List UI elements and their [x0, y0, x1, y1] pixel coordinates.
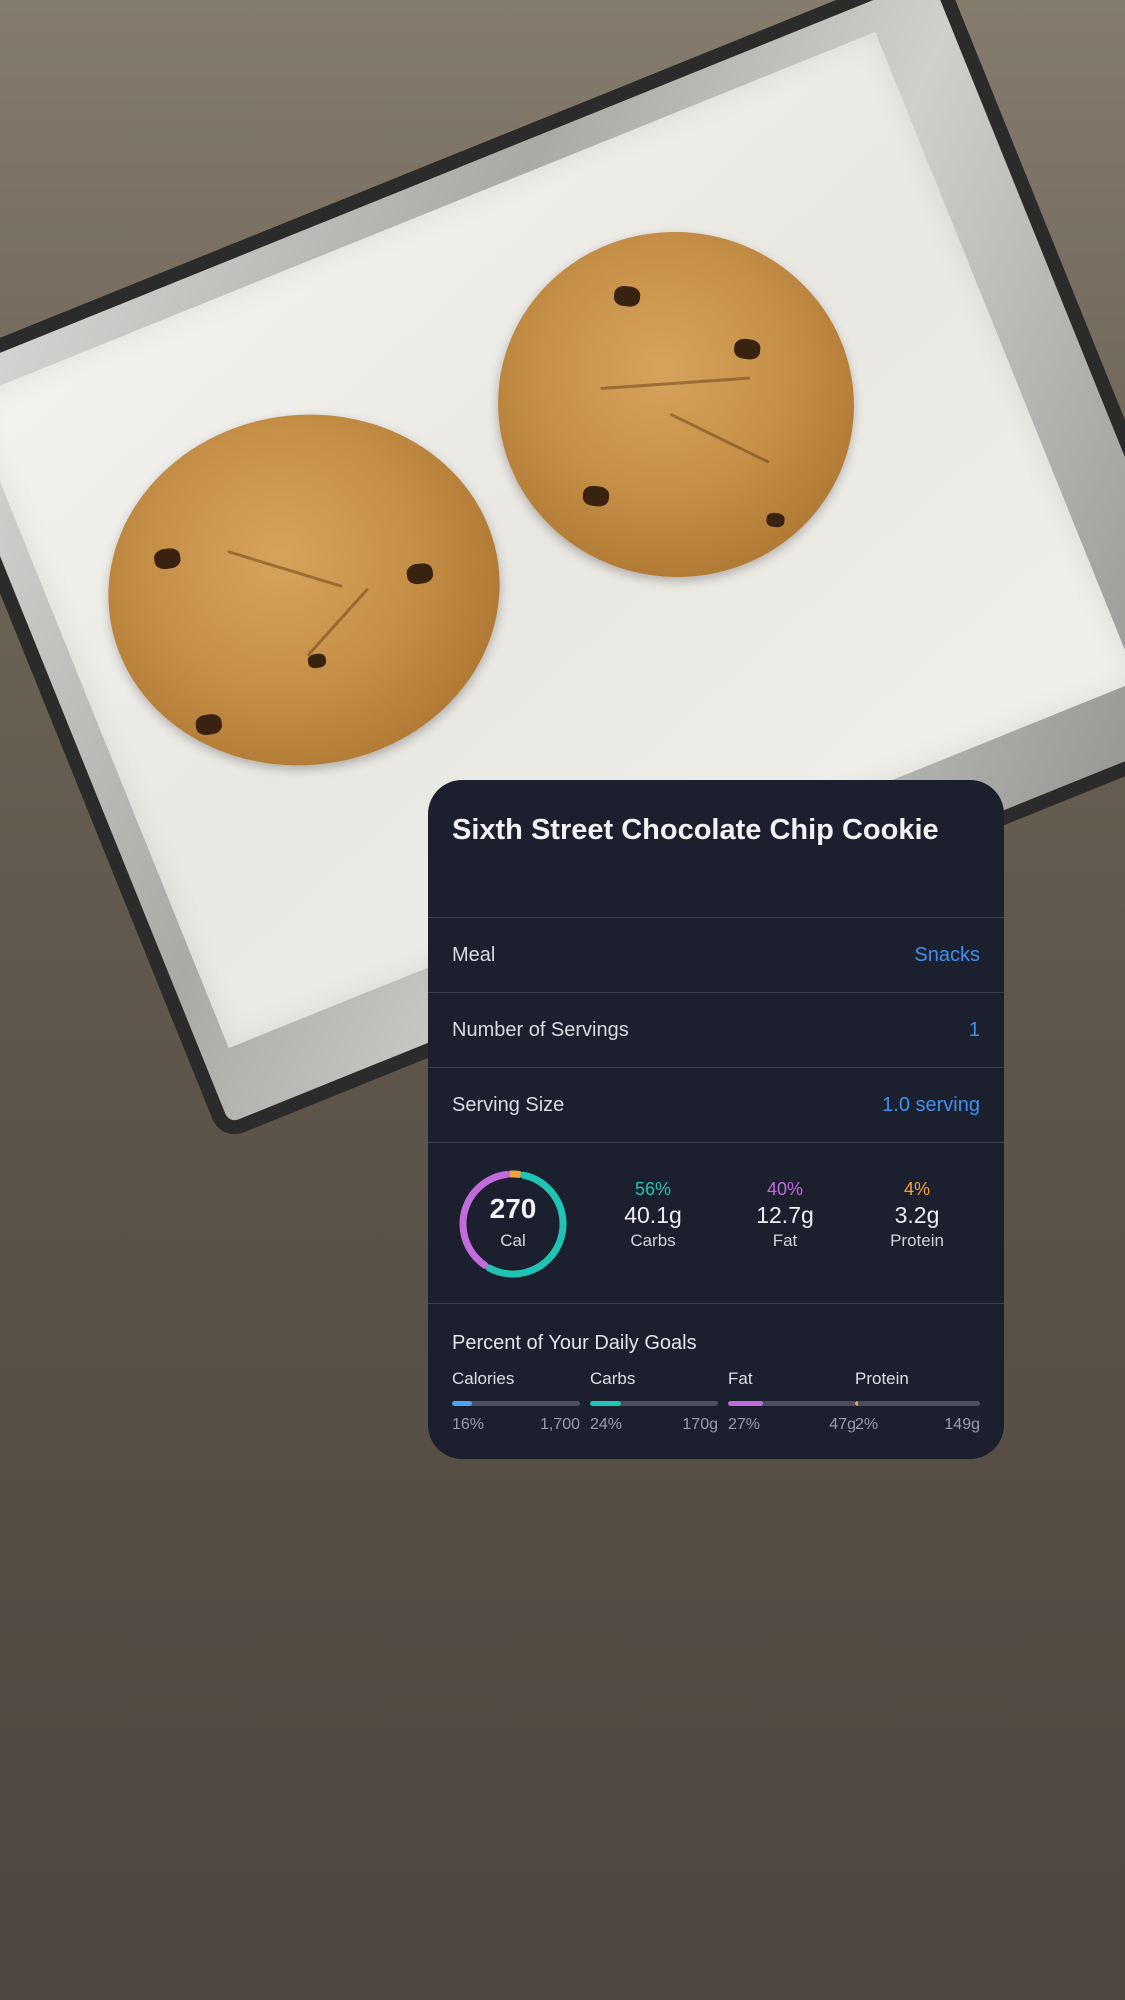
- goal-target: 47g: [829, 1416, 856, 1433]
- carbs-grams: 40.1g: [624, 1202, 682, 1228]
- goal-name: Protein: [855, 1369, 909, 1388]
- goal-protein: Protein 2% 149g: [855, 1369, 980, 1434]
- goal-progress-fill: [728, 1401, 763, 1406]
- goal-target: 149g: [944, 1416, 980, 1433]
- fat-grams: 12.7g: [756, 1202, 814, 1228]
- macro-protein: 4% 3.2g Protein: [862, 1179, 972, 1251]
- goal-percent: 16%: [452, 1416, 485, 1433]
- calorie-ring-segment-carbs: [459, 1170, 567, 1278]
- goal-progress-fill: [855, 1401, 858, 1406]
- protein-percent: 4%: [903, 1179, 930, 1199]
- fat-percent: 40%: [766, 1179, 804, 1199]
- servings-row[interactable]: Number of Servings 1: [428, 993, 1004, 1068]
- goal-name: Carbs: [590, 1369, 636, 1388]
- serving-size-label: Serving Size: [452, 1093, 565, 1116]
- servings-label: Number of Servings: [452, 1018, 629, 1041]
- goal-target: 1,700: [539, 1416, 580, 1433]
- macro-summary: 270 Cal 56% 40.1g Carbs 40% 12.7g Fat 4%…: [428, 1143, 1004, 1304]
- goal-progress-bar: [590, 1401, 718, 1406]
- calorie-ring-segment-protein: [459, 1170, 567, 1278]
- fat-label: Fat: [772, 1231, 798, 1250]
- meal-value[interactable]: Snacks: [914, 943, 980, 966]
- daily-goals-section: Percent of Your Daily Goals Calories 16%…: [428, 1304, 1004, 1449]
- macro-carbs: 56% 40.1g Carbs: [598, 1179, 708, 1251]
- macro-fat: 40% 12.7g Fat: [730, 1179, 840, 1251]
- servings-value[interactable]: 1: [968, 1018, 980, 1041]
- calorie-value: 270: [489, 1193, 537, 1224]
- carbs-percent: 56%: [634, 1179, 672, 1199]
- goal-progress-bar: [728, 1401, 856, 1406]
- goal-name: Calories: [452, 1369, 515, 1388]
- goal-target: 170g: [682, 1416, 718, 1433]
- goal-name: Fat: [728, 1369, 753, 1388]
- calorie-label: Cal: [500, 1231, 526, 1250]
- meal-row[interactable]: Meal Snacks: [428, 918, 1004, 993]
- goal-calories: Calories 16% 1,700: [452, 1369, 580, 1434]
- calorie-ring: [459, 1170, 567, 1278]
- food-title: Sixth Street Chocolate Chip Cookie: [428, 780, 1004, 918]
- calorie-ring-segment-fat: [459, 1170, 567, 1278]
- goal-progress-bar: [855, 1401, 980, 1406]
- protein-grams: 3.2g: [894, 1202, 940, 1228]
- serving-size-value[interactable]: 1.0 serving: [882, 1093, 980, 1116]
- goal-progress-bar: [452, 1401, 580, 1406]
- carbs-label: Carbs: [630, 1231, 676, 1250]
- goal-carbs: Carbs 24% 170g: [590, 1369, 718, 1434]
- serving-size-row[interactable]: Serving Size 1.0 serving: [428, 1068, 1004, 1143]
- goal-percent: 2%: [855, 1416, 879, 1433]
- goal-percent: 24%: [590, 1416, 623, 1433]
- goal-fat: Fat 27% 47g: [728, 1369, 856, 1434]
- daily-goals-title: Percent of Your Daily Goals: [452, 1332, 697, 1354]
- meal-label: Meal: [452, 943, 496, 966]
- goal-percent: 27%: [728, 1416, 761, 1433]
- goal-progress-fill: [452, 1401, 473, 1406]
- goal-progress-fill: [590, 1401, 621, 1406]
- nutrition-card: Sixth Street Chocolate Chip Cookie Meal …: [428, 780, 1004, 1459]
- protein-label: Protein: [890, 1231, 944, 1250]
